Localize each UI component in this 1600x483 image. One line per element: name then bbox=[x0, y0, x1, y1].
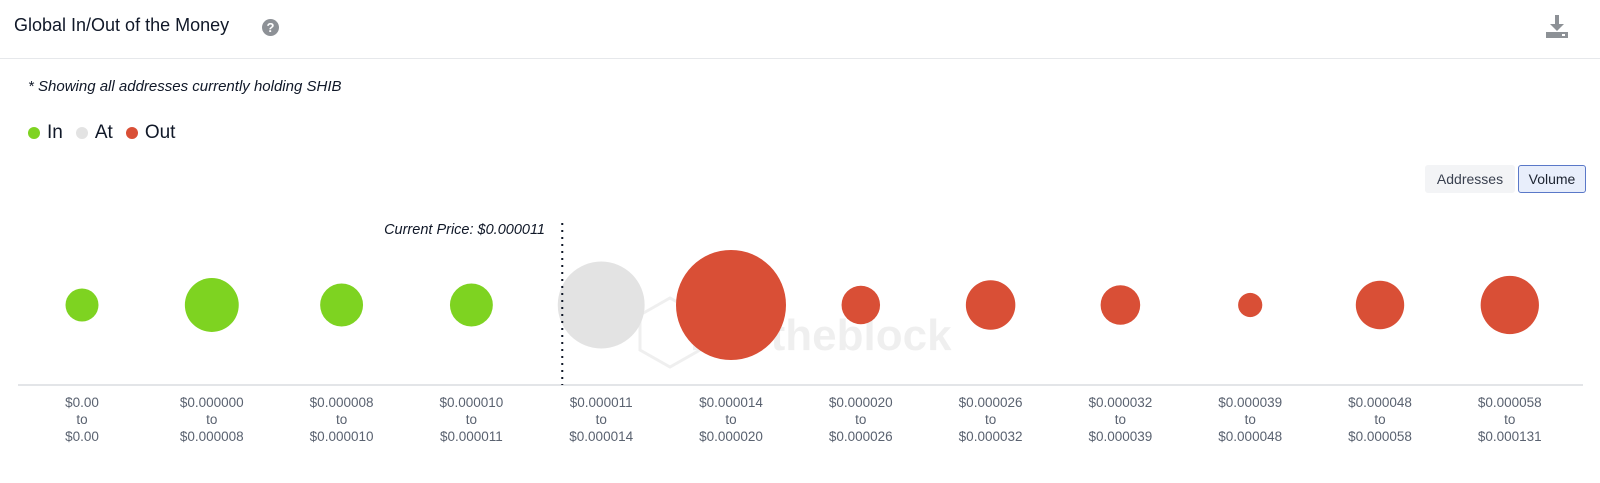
tick-label-9-from: $0.000032 bbox=[1088, 395, 1152, 410]
tick-label-7-to: $0.000026 bbox=[829, 429, 893, 444]
tick-label-6-to: $0.000020 bbox=[699, 429, 763, 444]
tick-label-3-from: $0.000008 bbox=[310, 395, 374, 410]
tick-label-8-to: $0.000032 bbox=[959, 429, 1023, 444]
tick-label-9-to-word: to bbox=[1115, 412, 1126, 427]
legend-dot-out bbox=[125, 127, 138, 139]
bubble-3[interactable] bbox=[320, 283, 364, 327]
chart-header: Global In/Out of the Money ? bbox=[0, 0, 1600, 59]
tick-label-2-from: $0.000000 bbox=[180, 395, 244, 410]
tick-label-7-from: $0.000020 bbox=[829, 395, 893, 410]
tick-label-11-from: $0.000048 bbox=[1348, 395, 1412, 410]
tick-label-4-to-word: to bbox=[466, 412, 477, 427]
bubble-9[interactable] bbox=[1100, 285, 1141, 325]
bubble-1[interactable] bbox=[65, 288, 99, 322]
bubble-8[interactable] bbox=[965, 280, 1016, 330]
tick-label-5-to-word: to bbox=[596, 412, 607, 427]
question-circle-icon[interactable]: ? bbox=[262, 19, 279, 36]
tick-label-1-to: $0.00 bbox=[65, 429, 99, 444]
tick-label-1-to-word: to bbox=[76, 412, 87, 427]
addresses-toggle-button[interactable]: Addresses bbox=[1425, 165, 1515, 193]
tick-label-10-from: $0.000039 bbox=[1218, 395, 1282, 410]
tick-label-10-to: $0.000048 bbox=[1218, 429, 1282, 444]
page-title: Global In/Out of the Money bbox=[14, 15, 230, 35]
legend-item-in[interactable]: In bbox=[28, 122, 63, 144]
volume-toggle-button[interactable]: Volume bbox=[1518, 165, 1586, 193]
tick-label-2-to: $0.000008 bbox=[180, 429, 244, 444]
tick-label-5-to: $0.000014 bbox=[569, 429, 633, 444]
tick-label-11-to-word: to bbox=[1374, 412, 1385, 427]
bubble-12[interactable] bbox=[1480, 275, 1539, 335]
tick-label-2-to-word: to bbox=[206, 412, 217, 427]
legend-label-at: At bbox=[94, 122, 113, 143]
tick-label-11-to: $0.000058 bbox=[1348, 429, 1412, 444]
tick-label-8-to-word: to bbox=[985, 412, 996, 427]
holding-note: * Showing all addresses currently holdin… bbox=[28, 78, 342, 95]
tick-label-4-to: $0.000011 bbox=[440, 429, 503, 444]
bubble-4[interactable] bbox=[449, 283, 493, 327]
legend-item-at[interactable]: At bbox=[75, 122, 113, 144]
tick-label-3-to-word: to bbox=[336, 412, 347, 427]
bubble-6[interactable] bbox=[676, 250, 786, 360]
download-icon[interactable] bbox=[1545, 13, 1569, 39]
tick-label-12-from: $0.000058 bbox=[1478, 395, 1542, 410]
iomap-chart: intotheblock $0.00to$0.00$0.000000to$0.0… bbox=[18, 223, 1583, 444]
tick-label-12-to-word: to bbox=[1504, 412, 1515, 427]
tick-label-6-from: $0.000014 bbox=[699, 395, 763, 410]
legend: In At Out bbox=[28, 122, 188, 144]
bubble-10[interactable] bbox=[1238, 292, 1263, 318]
tick-label-10-to-word: to bbox=[1245, 412, 1256, 427]
bubble-7[interactable] bbox=[841, 285, 881, 325]
legend-dot-in bbox=[28, 127, 40, 139]
legend-dot-at bbox=[75, 127, 88, 139]
tick-label-9-to: $0.000039 bbox=[1088, 429, 1152, 444]
bubble-2[interactable] bbox=[184, 278, 239, 332]
legend-item-out[interactable]: Out bbox=[125, 122, 176, 144]
current-price-label: Current Price: $0.000011 bbox=[384, 222, 545, 238]
tick-label-6-to-word: to bbox=[725, 412, 736, 427]
legend-label-out: Out bbox=[144, 122, 176, 143]
tick-label-3-to: $0.000010 bbox=[310, 429, 374, 444]
tick-label-4-from: $0.000010 bbox=[439, 395, 503, 410]
bubble-5[interactable] bbox=[557, 261, 645, 349]
tick-label-8-from: $0.000026 bbox=[959, 395, 1023, 410]
tick-label-1-from: $0.00 bbox=[65, 395, 99, 410]
bubble-11[interactable] bbox=[1355, 280, 1405, 330]
tick-label-5-from: $0.000011 bbox=[570, 395, 633, 410]
legend-label-in: In bbox=[47, 122, 63, 143]
tick-label-7-to-word: to bbox=[855, 412, 866, 427]
tick-label-12-to: $0.000131 bbox=[1478, 429, 1542, 444]
